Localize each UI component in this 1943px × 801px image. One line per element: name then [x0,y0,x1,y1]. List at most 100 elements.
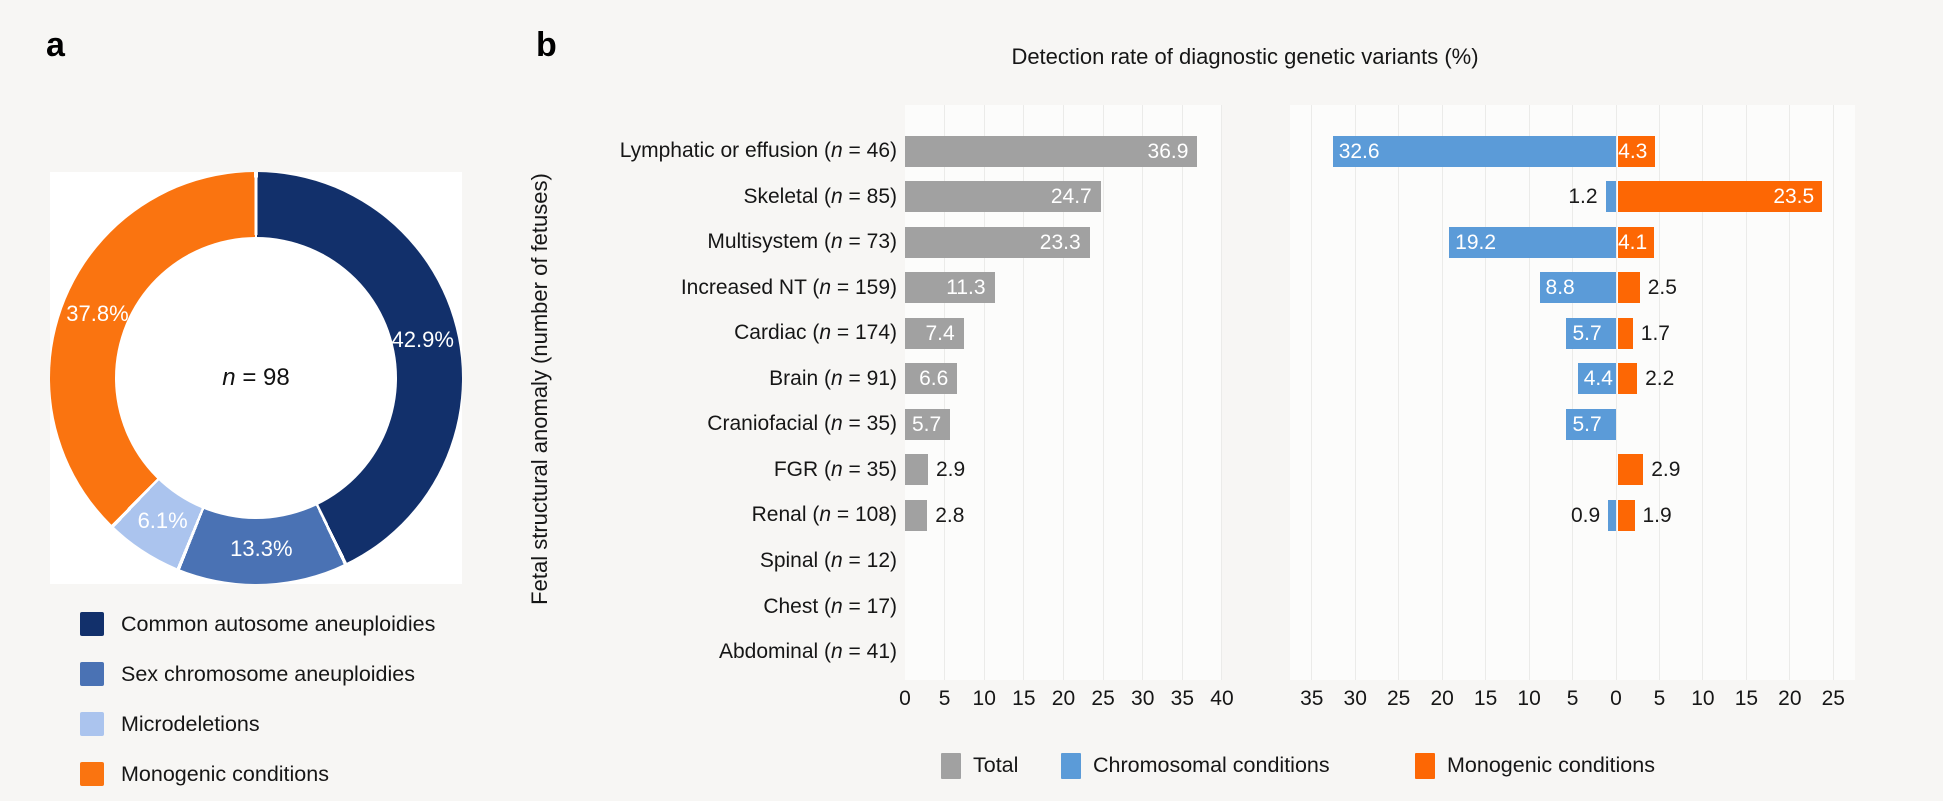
bar-legend-swatch-1 [1061,752,1081,779]
pie-slice-label-2: 6.1% [137,508,188,534]
gridline [1832,105,1834,680]
category-label-7: FGR (n = 35) [773,457,897,481]
category-label-8: Renal (n = 108) [751,503,897,527]
pie-legend-item-1: Sex chromosome aneuploidies [80,662,415,686]
gridline [1528,105,1530,680]
total-bar-value-1: 24.7 [1050,185,1092,209]
x-axis-tick: 30 [1131,687,1155,710]
monogenic-bar-value-1: 23.5 [1773,185,1815,209]
total-bar-3 [905,272,995,304]
chromosomal-bar-5 [1577,363,1616,395]
pie-legend-label-3: Monogenic conditions [121,761,329,786]
x-axis-tick: 25 [1821,687,1845,710]
total-bar-6 [905,408,951,440]
x-axis-tick: 15 [1473,687,1498,710]
monogenic-bar-0 [1618,135,1656,167]
gridline [1181,105,1183,680]
monogenic-bar-7 [1618,454,1644,486]
pie-legend-item-3: Monogenic conditions [80,762,329,786]
category-label-4: Cardiac (n = 174) [734,321,897,345]
chromosomal-bar-1 [1605,181,1616,213]
bar-legend-item-0: Total [941,752,1018,779]
gridline [1102,105,1104,680]
donut-hole [115,237,397,519]
x-axis-tick: 0 [1610,687,1622,710]
chromosomal-bar-value-1: 1.2 [1568,185,1598,209]
category-label-6: Craniofacial (n = 35) [707,412,897,436]
total-bar-value-2: 23.3 [1039,230,1081,254]
monogenic-bar-8 [1618,499,1635,531]
gridline [1354,105,1356,680]
gridline [1745,105,1747,680]
total-bar-value-7: 2.9 [935,458,966,482]
x-axis-tick: 20 [1051,687,1076,710]
pie-legend-swatch-3 [80,762,104,786]
gridline [1311,105,1313,680]
x-axis-tick: 35 [1170,687,1194,710]
total-bar-1 [905,181,1101,213]
x-axis-tick: 40 [1210,687,1234,710]
gridline [1441,105,1443,680]
gridline [1221,105,1223,680]
x-axis-tick: 5 [938,687,951,710]
pie-legend-swatch-2 [80,712,104,736]
pie-legend-label-0: Common autosome aneuploidies [121,611,436,636]
chromosomal-bar-2 [1449,226,1616,258]
donut-center-label: n = 98 [222,364,290,391]
x-axis-tick: 15 [1012,687,1036,710]
x-axis-tick: 5 [1566,687,1579,710]
monogenic-bar-value-3: 2.5 [1647,276,1677,300]
chart-title: Detection rate of diagnostic genetic var… [1011,44,1479,69]
monogenic-bar-value-8: 1.9 [1642,503,1672,527]
x-axis-tick: 20 [1778,687,1802,710]
monogenic-bar-value-2: 4.1 [1618,230,1648,254]
chromosomal-bar-0 [1332,135,1616,167]
monogenic-bar-value-4: 1.7 [1640,321,1670,345]
category-label-1: Skeletal (n = 85) [743,184,897,208]
monogenic-bar-3 [1618,272,1640,304]
donut-chart: n = 98 42.9% 13.3% 6.1% 37.8% [50,172,462,584]
total-bar-value-3: 11.3 [946,276,986,300]
chromosomal-bar-4 [1566,317,1616,349]
x-axis-tick: 5 [1653,687,1666,710]
total-bar-4 [905,317,964,349]
total-bar-5 [905,363,958,395]
monogenic-bar-4 [1618,317,1633,349]
chromosomal-bar-value-3: 8.8 [1545,276,1575,300]
gridline [1485,105,1487,680]
pie-legend-item-2: Microdeletions [80,712,260,736]
category-label-11: Abdominal (n = 41) [718,640,897,664]
pie-legend-item-0: Common autosome aneuploidies [80,612,435,636]
x-axis-tick: 20 [1430,687,1454,710]
chromosomal-bar-value-8: 0.9 [1570,503,1601,527]
bar-legend-label-0: Total [973,753,1019,777]
gridline [1023,105,1025,680]
panel-b-label: b [536,26,557,64]
x-axis-tick: 35 [1300,687,1324,710]
x-axis-tick: 25 [1387,687,1411,710]
gridline [1658,105,1660,680]
chromosomal-bar-value-5: 4.4 [1583,367,1613,391]
gridline [1615,105,1617,680]
bar-legend-swatch-2 [1415,752,1435,779]
monogenic-bar-2 [1618,226,1654,258]
gridline [1789,105,1791,680]
pie-legend-label-1: Sex chromosome aneuploidies [121,661,415,686]
x-axis-tick: 25 [1091,687,1115,710]
chromosomal-bar-value-6: 5.7 [1572,412,1602,436]
chromosomal-bar-6 [1566,408,1616,440]
bar-legend-swatch-0 [941,752,961,779]
panel-a-label: a [46,26,65,64]
total-bar-value-4: 7.4 [925,321,955,345]
total-bar-7 [905,454,928,486]
gridline [1702,105,1704,680]
total-bar-2 [905,226,1090,258]
category-label-3: Increased NT (n = 159) [680,275,897,299]
total-bar-value-6: 5.7 [911,412,942,436]
x-axis-tick: 15 [1734,687,1759,710]
chromosomal-bar-8 [1608,499,1616,531]
chromosomal-bar-3 [1539,272,1616,304]
x-axis-tick: 0 [899,687,911,710]
x-axis-tick: 10 [972,687,996,710]
category-label-2: Multisystem (n = 73) [707,230,897,254]
